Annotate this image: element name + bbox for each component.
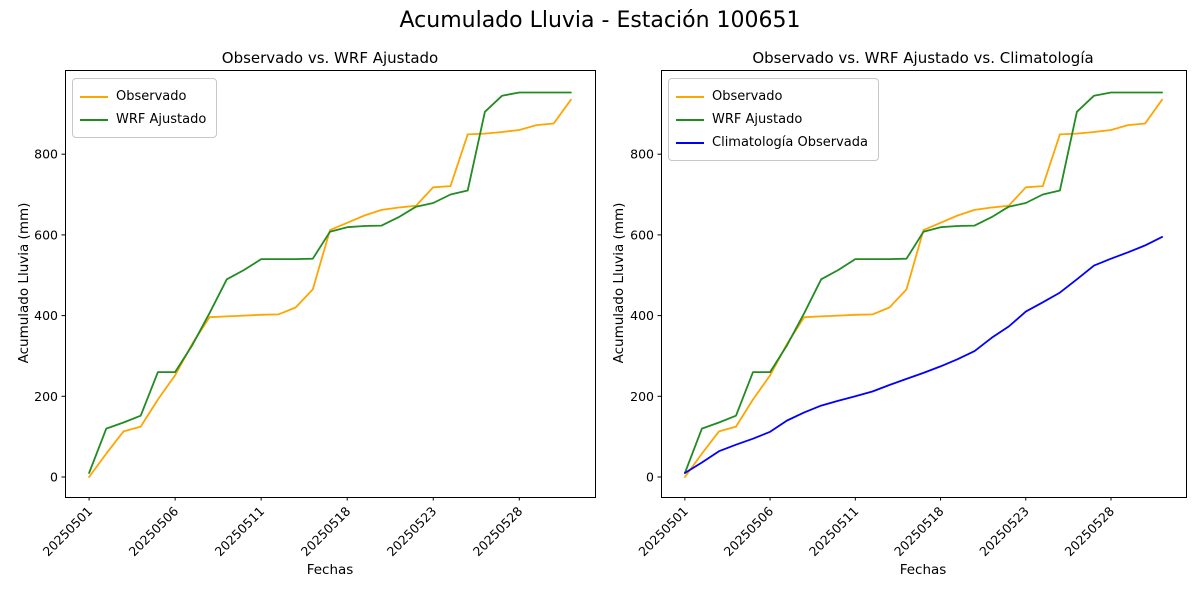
legend-label: Climatología Observada — [712, 135, 868, 150]
y-tick-label: 400 — [630, 308, 654, 323]
left-panel-title: Observado vs. WRF Ajustado — [221, 49, 439, 67]
x-tick-label: 20250523 — [976, 504, 1032, 560]
x-tick-label: 20250506 — [126, 503, 182, 559]
legend-label: WRF Ajustado — [712, 112, 803, 127]
legend-line-sample — [80, 95, 108, 98]
y-tick-label: 0 — [50, 470, 58, 485]
legend-line-sample — [676, 141, 704, 144]
series-line-wrf-ajustado — [684, 91, 1163, 474]
right-panel-title: Observado vs. WRF Ajustado vs. Climatolo… — [752, 49, 1094, 67]
legend-line-sample — [676, 95, 704, 98]
y-tick-label: 600 — [630, 227, 654, 242]
axes-spines — [65, 70, 596, 498]
left-panel: 0 200 400 600 800 20250501 20250506 20250511 202… — [34, 70, 596, 560]
legend-label: Observado — [116, 89, 187, 104]
left-x-axis-label: Fechas — [306, 562, 354, 578]
right-panel-legend: Observado WRF Ajustado Climatología Observ… — [668, 78, 879, 161]
x-tick-label: 20250518 — [891, 503, 947, 559]
y-tick-label: 400 — [34, 308, 58, 323]
y-tick-label: 200 — [34, 389, 58, 404]
x-tick-label: 20250528 — [1062, 503, 1118, 559]
axes-spines — [661, 70, 1187, 498]
series-line-observado — [684, 98, 1163, 478]
legend-entry: Observado — [80, 85, 206, 108]
legend-label: WRF Ajustado — [116, 112, 207, 127]
y-tick-label: 800 — [34, 147, 58, 162]
right-x-axis-label: Fechas — [899, 562, 947, 578]
figure-title: Acumulado Lluvia - Estación 100651 — [399, 8, 801, 33]
x-tick-label: 20250518 — [298, 503, 354, 559]
x-tick-label: 20250506 — [721, 503, 777, 559]
x-tick-label: 20250523 — [384, 504, 440, 560]
series-line-wrf-ajustado — [88, 91, 572, 474]
left-panel-legend: Observado WRF Ajustado — [72, 78, 218, 138]
legend-entry: Observado — [676, 85, 868, 108]
legend-line-sample — [80, 118, 108, 121]
y-tick-label: 600 — [34, 227, 58, 242]
legend-line-sample — [676, 118, 704, 121]
y-tick-label: 0 — [646, 470, 654, 485]
x-tick-label: 20250528 — [470, 503, 526, 559]
series-line-climatolog-a-observada — [684, 235, 1163, 474]
y-tick-label: 800 — [630, 147, 654, 162]
legend-entry: WRF Ajustado — [676, 108, 868, 131]
x-tick-label: 20250501 — [635, 504, 691, 560]
y-tick-label: 200 — [630, 389, 654, 404]
x-tick-label: 20250501 — [40, 504, 96, 560]
x-tick-label: 20250511 — [212, 504, 268, 560]
series-line-observado — [88, 98, 572, 478]
legend-entry: WRF Ajustado — [80, 108, 206, 131]
legend-entry: Climatología Observada — [676, 131, 868, 154]
x-tick-label: 20250511 — [806, 504, 862, 560]
legend-label: Observado — [712, 89, 783, 104]
